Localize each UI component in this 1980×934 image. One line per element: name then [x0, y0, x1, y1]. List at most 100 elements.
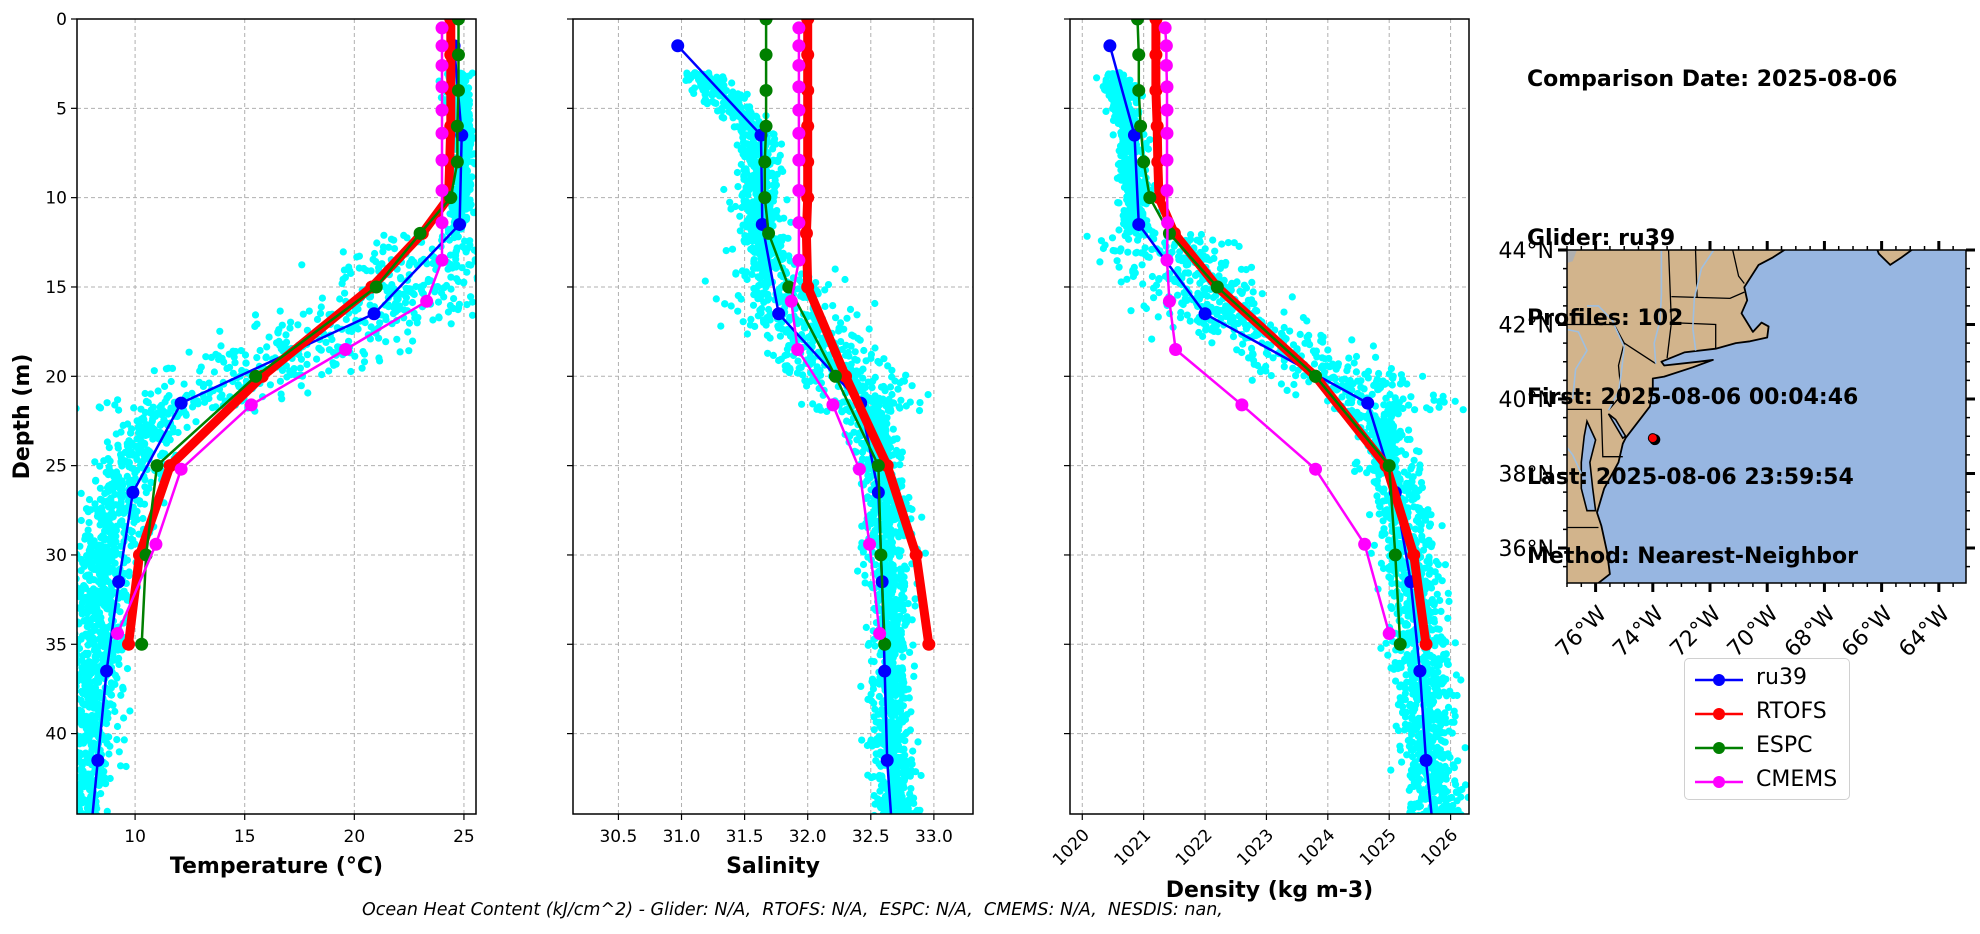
scatter-point [860, 346, 868, 355]
scatter-point [61, 792, 68, 799]
scatter-point [817, 371, 825, 379]
x-tick-label: 32.0 [789, 827, 827, 847]
scatter-point [727, 205, 735, 213]
scatter-point [1441, 561, 1449, 569]
scatter-point [873, 799, 881, 808]
scatter-point [733, 168, 742, 177]
scatter-point [1102, 107, 1110, 115]
x-tick-label: 30.5 [599, 827, 637, 847]
scatter-point [95, 701, 103, 709]
scatter-point [470, 208, 476, 216]
scatter-point [103, 713, 111, 721]
scatter-point [735, 99, 743, 107]
scatter-point [479, 273, 486, 280]
scatter-point [871, 561, 880, 569]
scatter-point [891, 528, 899, 536]
scatter-point [91, 615, 100, 623]
scatter-point [899, 815, 906, 822]
scatter-point [131, 469, 139, 477]
scatter-point [740, 175, 748, 183]
scatter-point [87, 741, 95, 749]
scatter-point [65, 754, 72, 761]
scatter-point [358, 364, 366, 372]
scatter-point [127, 535, 135, 543]
scatter-point [497, 233, 504, 240]
scatter-point [870, 500, 878, 509]
scatter-point [907, 785, 915, 793]
scatter-point [895, 818, 902, 825]
scatter-point [141, 408, 150, 417]
scatter-point [62, 684, 69, 691]
data-point-espc [451, 48, 465, 62]
scatter-point [899, 816, 906, 823]
scatter-point [156, 403, 164, 411]
data-point-espc [135, 637, 149, 651]
scatter-point [276, 377, 284, 385]
data-point-ru39 [453, 217, 467, 231]
scatter-point [896, 784, 904, 792]
scatter-point [1096, 258, 1104, 266]
scatter-point [88, 711, 96, 720]
scatter-point [872, 757, 880, 765]
scatter-point [63, 689, 70, 696]
scatter-point [387, 235, 396, 243]
scatter-point [458, 264, 466, 272]
scatter-point [205, 394, 213, 403]
scatter-point [772, 208, 780, 216]
scatter-point [893, 446, 901, 455]
scatter-point [831, 265, 839, 273]
scatter-point [869, 680, 878, 688]
scatter-point [747, 200, 755, 208]
scatter-point [119, 685, 127, 693]
scatter-point [216, 327, 224, 335]
scatter-point [898, 448, 907, 456]
scatter-point [461, 245, 469, 253]
series-cmems [111, 21, 449, 641]
scatter-point [355, 264, 363, 272]
scatter-point [286, 324, 294, 332]
scatter-point [896, 819, 903, 826]
scatter-point [58, 766, 65, 773]
scatter-point [303, 351, 311, 359]
scatter-point [886, 819, 893, 826]
scatter-point [887, 815, 894, 822]
scatter-point [397, 275, 405, 283]
scatter-point [77, 542, 84, 550]
scatter-point [473, 276, 476, 283]
scatter-point [846, 305, 855, 313]
scatter-point [851, 355, 859, 363]
scatter-point [401, 299, 410, 307]
scatter-point [495, 231, 502, 238]
scatter-point [434, 298, 443, 306]
scatter-point [859, 560, 868, 569]
scatter-point [769, 351, 778, 359]
scatter-point [263, 343, 271, 351]
scatter-point [347, 367, 355, 376]
scatter-point [393, 335, 401, 343]
scatter-point [142, 397, 150, 405]
scatter-point [88, 667, 96, 675]
data-point-espc [413, 226, 427, 240]
scatter-point [769, 130, 777, 138]
scatter-point [126, 438, 135, 447]
series-cmems [784, 21, 887, 641]
scatter-point [484, 234, 491, 241]
x-axis-label: Salinity [726, 854, 820, 879]
data-point-rtofs [801, 119, 815, 133]
scatter-point [305, 307, 313, 315]
scatter-point [870, 510, 878, 518]
scatter-point [77, 604, 81, 612]
scatter-point [84, 603, 92, 611]
scatter-point [77, 697, 78, 701]
scatter-point [63, 599, 70, 606]
scatter-point [737, 160, 745, 169]
scatter-point [766, 310, 774, 318]
scatter-point [360, 358, 369, 366]
scatter-point [58, 589, 65, 596]
scatter-point [322, 338, 330, 346]
scatter-point [759, 289, 767, 297]
scatter-point [898, 811, 906, 814]
scatter-point [886, 383, 895, 391]
scatter-point [853, 436, 861, 444]
scatter-point [91, 686, 99, 695]
